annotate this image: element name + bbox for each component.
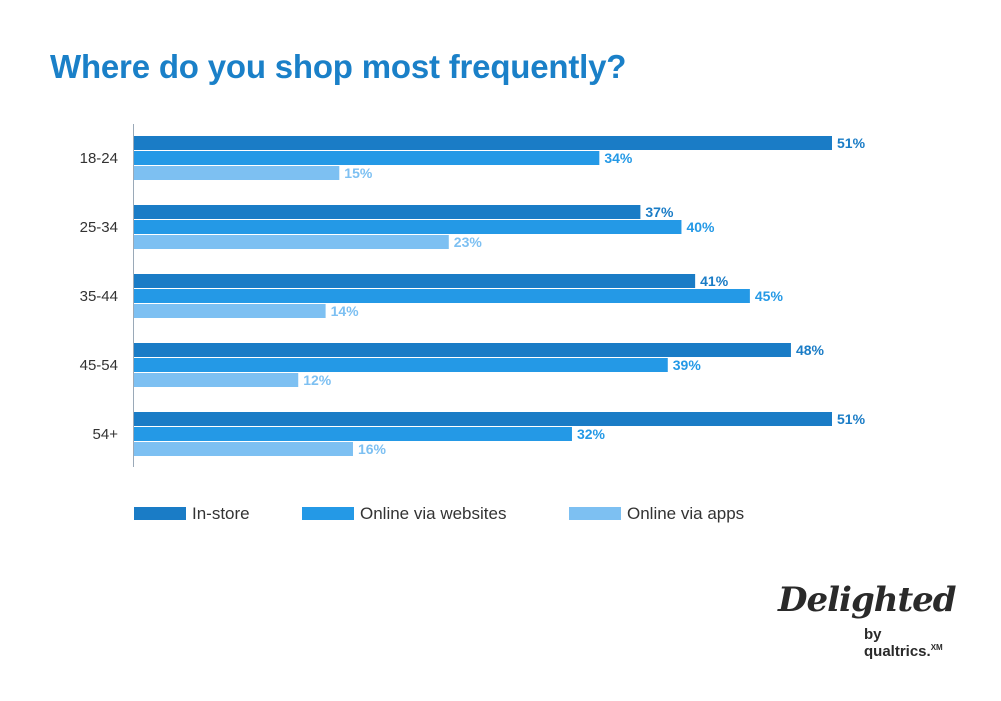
- bar-online-via-apps-3: [134, 373, 299, 387]
- legend-swatch-in-store: [134, 507, 186, 520]
- legend-label-online-via-websites: Online via websites: [360, 504, 506, 523]
- category-label-18-24: 18-24: [80, 150, 118, 167]
- bar-online-via-websites-1: [134, 220, 682, 234]
- bar-in-store-0: [134, 136, 832, 150]
- chart-title: Where do you shop most frequently?: [50, 48, 627, 85]
- value-label-online-via-websites-1: 40%: [686, 219, 715, 235]
- category-label-45-54: 45-54: [80, 357, 118, 374]
- logo-byline-text: by qualtrics.: [864, 626, 931, 660]
- legend-label-in-store: In-store: [192, 504, 250, 523]
- value-label-online-via-apps-4: 16%: [358, 441, 387, 457]
- bar-online-via-apps-4: [134, 442, 353, 456]
- logo-byline: by qualtrics.XM: [864, 626, 958, 660]
- logo-byline-mark: XM: [930, 643, 943, 652]
- delighted-logo: Delighted by qualtrics.XM: [778, 580, 958, 660]
- logo-wordmark: Delighted: [778, 580, 957, 620]
- value-label-in-store-3: 48%: [796, 342, 825, 358]
- bar-online-via-websites-4: [134, 427, 572, 441]
- value-label-online-via-websites-0: 34%: [604, 150, 633, 166]
- bar-in-store-3: [134, 343, 791, 357]
- value-label-in-store-1: 37%: [645, 204, 674, 220]
- value-label-online-via-websites-3: 39%: [673, 357, 702, 373]
- value-labels: 51% 34% 15% 37% 40% 23% 41% 45% 14% 48% 39% 12% 51% 3…: [303, 135, 865, 457]
- legend-swatch-online-via-websites: [302, 507, 354, 520]
- value-label-online-via-websites-2: 45%: [755, 288, 784, 304]
- value-label-online-via-websites-4: 32%: [577, 426, 606, 442]
- bar-online-via-websites-3: [134, 358, 668, 372]
- bar-online-via-websites-0: [134, 151, 600, 165]
- category-label-35-44: 35-44: [80, 288, 118, 305]
- value-label-online-via-apps-3: 12%: [303, 372, 332, 388]
- bar-in-store-2: [134, 274, 696, 288]
- category-labels: 18-24 25-34 35-44 45-54 54+: [80, 150, 119, 443]
- legend-label-online-via-apps: Online via apps: [627, 504, 744, 523]
- value-label-in-store-2: 41%: [700, 273, 729, 289]
- value-label-in-store-0: 51%: [837, 135, 866, 151]
- bar-online-via-websites-2: [134, 289, 750, 303]
- category-label-54plus: 54+: [93, 426, 119, 443]
- value-label-online-via-apps-2: 14%: [331, 303, 360, 319]
- bars: [134, 136, 832, 456]
- bar-online-via-apps-0: [134, 166, 340, 180]
- bar-in-store-1: [134, 205, 641, 219]
- legend-swatch-online-via-apps: [569, 507, 621, 520]
- legend: In-store Online via websites Online via ap…: [134, 504, 744, 523]
- value-label-online-via-apps-0: 15%: [344, 165, 373, 181]
- bar-in-store-4: [134, 412, 832, 426]
- category-label-25-34: 25-34: [80, 219, 118, 236]
- bar-online-via-apps-1: [134, 235, 449, 249]
- value-label-online-via-apps-1: 23%: [454, 234, 483, 250]
- bar-online-via-apps-2: [134, 304, 326, 318]
- value-label-in-store-4: 51%: [837, 411, 866, 427]
